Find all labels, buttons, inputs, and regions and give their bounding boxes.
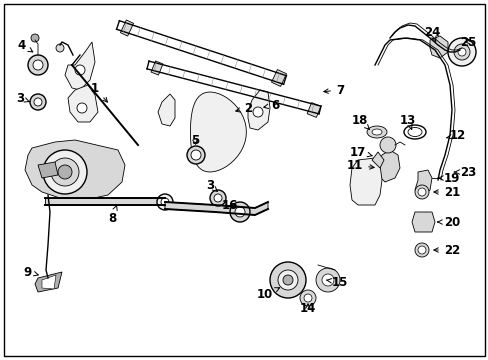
- Text: 3: 3: [16, 91, 29, 104]
- Polygon shape: [65, 42, 95, 90]
- Circle shape: [235, 207, 244, 217]
- Text: 2: 2: [235, 102, 251, 114]
- Ellipse shape: [366, 126, 386, 138]
- Circle shape: [283, 275, 292, 285]
- Circle shape: [56, 44, 64, 52]
- Circle shape: [252, 107, 263, 117]
- Circle shape: [28, 55, 48, 75]
- Circle shape: [186, 146, 204, 164]
- Circle shape: [34, 98, 42, 106]
- Polygon shape: [45, 198, 164, 205]
- Circle shape: [33, 60, 43, 70]
- Circle shape: [379, 137, 395, 153]
- Text: 18: 18: [351, 113, 369, 130]
- Polygon shape: [68, 85, 98, 122]
- Text: 22: 22: [433, 243, 459, 256]
- Text: 8: 8: [108, 206, 117, 225]
- Text: 3: 3: [205, 179, 217, 192]
- Circle shape: [457, 48, 465, 56]
- Polygon shape: [35, 272, 62, 292]
- Circle shape: [278, 270, 297, 290]
- Circle shape: [417, 246, 425, 254]
- Circle shape: [229, 202, 249, 222]
- Polygon shape: [38, 162, 58, 178]
- Circle shape: [191, 150, 201, 160]
- Polygon shape: [190, 92, 246, 172]
- Circle shape: [447, 38, 475, 66]
- Polygon shape: [42, 275, 56, 289]
- Circle shape: [58, 165, 72, 179]
- Circle shape: [209, 190, 225, 206]
- Circle shape: [417, 188, 425, 196]
- Circle shape: [161, 198, 169, 206]
- Text: 24: 24: [423, 26, 439, 41]
- Text: 15: 15: [325, 275, 347, 288]
- Text: 4: 4: [18, 39, 33, 52]
- Text: 16: 16: [222, 198, 238, 212]
- Polygon shape: [120, 20, 133, 36]
- Circle shape: [315, 268, 339, 292]
- Circle shape: [51, 158, 79, 186]
- Polygon shape: [377, 150, 399, 182]
- Text: 6: 6: [263, 99, 279, 112]
- Circle shape: [304, 294, 311, 302]
- Circle shape: [414, 243, 428, 257]
- Polygon shape: [371, 152, 383, 168]
- Polygon shape: [411, 212, 434, 232]
- Text: 10: 10: [256, 288, 279, 302]
- Circle shape: [321, 274, 333, 286]
- Circle shape: [214, 194, 222, 202]
- Polygon shape: [164, 202, 267, 215]
- Circle shape: [75, 65, 85, 75]
- Text: 13: 13: [399, 113, 415, 129]
- Polygon shape: [151, 61, 163, 75]
- Circle shape: [43, 150, 87, 194]
- Circle shape: [77, 103, 87, 113]
- Circle shape: [453, 44, 469, 60]
- Polygon shape: [25, 140, 125, 200]
- Polygon shape: [306, 103, 320, 117]
- Polygon shape: [429, 36, 447, 58]
- Polygon shape: [158, 94, 175, 126]
- Polygon shape: [349, 158, 381, 205]
- Circle shape: [299, 290, 315, 306]
- Ellipse shape: [371, 129, 381, 135]
- Text: 20: 20: [437, 216, 459, 229]
- Circle shape: [414, 185, 428, 199]
- Polygon shape: [414, 170, 431, 195]
- Text: 11: 11: [346, 158, 373, 171]
- Text: 25: 25: [459, 36, 475, 49]
- Polygon shape: [271, 69, 286, 86]
- Text: 23: 23: [453, 166, 475, 179]
- Text: 5: 5: [190, 134, 199, 147]
- Circle shape: [157, 194, 173, 210]
- Circle shape: [31, 34, 39, 42]
- Text: 19: 19: [437, 171, 459, 185]
- Text: 14: 14: [299, 302, 316, 315]
- Circle shape: [30, 94, 46, 110]
- Text: 12: 12: [446, 129, 465, 141]
- Text: 7: 7: [323, 84, 344, 96]
- Text: 9: 9: [24, 266, 38, 279]
- Text: 17: 17: [349, 145, 371, 158]
- Polygon shape: [247, 90, 269, 130]
- Text: 21: 21: [433, 185, 459, 198]
- Text: 1: 1: [91, 81, 107, 102]
- Circle shape: [269, 262, 305, 298]
